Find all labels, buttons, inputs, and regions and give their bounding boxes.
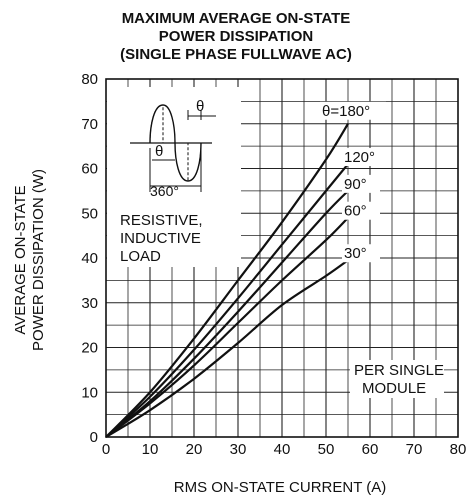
conduction-hatch-positive <box>149 104 164 144</box>
y-tick-label-20: 20 <box>81 340 98 357</box>
y-axis-label-line-1: AVERAGE ON-STATE <box>12 185 29 334</box>
x-tick-label-80: 80 <box>450 441 467 458</box>
x-tick-label-50: 50 <box>318 441 335 458</box>
series-line-4 <box>105 259 349 438</box>
load-line-1: RESISTIVE, <box>120 212 203 229</box>
annotation-line-2: MODULE <box>362 380 426 397</box>
inset-theta-top: θ <box>196 98 204 115</box>
plot-frame <box>105 78 459 438</box>
series-line-2 <box>105 190 349 438</box>
series-line-1 <box>105 163 349 438</box>
tick-labels: 0 10 20 30 40 50 60 70 80 0 10 20 30 40 50 60 70 80 <box>81 71 466 458</box>
series-label-3: 60° <box>344 203 367 220</box>
series-curves: θ=180° 120° 90° 60° 30° <box>105 101 386 438</box>
series-label-plate-4 <box>342 244 380 263</box>
load-line-3: LOAD <box>120 248 161 265</box>
inset-period-label: 360° <box>150 183 179 199</box>
chart-title: MAXIMUM AVERAGE ON-STATE POWER DISSIPATI… <box>96 10 376 64</box>
x-tick-label-30: 30 <box>230 441 247 458</box>
y-tick-label-60: 60 <box>81 161 98 178</box>
series-label-4: 30° <box>344 245 367 262</box>
inset-theta-bottom: θ <box>155 143 163 160</box>
x-tick-label-20: 20 <box>186 441 203 458</box>
y-tick-label-80: 80 <box>81 71 98 88</box>
inset-mask <box>107 87 241 267</box>
y-tick-label-50: 50 <box>81 205 98 222</box>
x-tick-label-0: 0 <box>102 441 110 458</box>
x-tick-label-70: 70 <box>406 441 423 458</box>
series-label-plate-2 <box>342 174 380 193</box>
series-label-1: 120° <box>344 149 375 166</box>
y-tick-label-30: 30 <box>81 295 98 312</box>
series-label-plate-0 <box>320 101 386 120</box>
x-tick-label-60: 60 <box>362 441 379 458</box>
title-line-3: (SINGLE PHASE FULLWAVE AC) <box>120 46 352 63</box>
series-line-3 <box>105 216 349 438</box>
title-line-1: MAXIMUM AVERAGE ON-STATE <box>121 10 351 27</box>
annotation-mask <box>350 360 444 398</box>
y-tick-label-70: 70 <box>81 116 98 133</box>
series-label-plate-1 <box>342 148 380 167</box>
load-line-2: INDUCTIVE <box>120 230 201 247</box>
series-label-plate-3 <box>342 201 380 220</box>
series-line-0 <box>105 123 349 438</box>
title-line-2: POWER DISSIPATION <box>158 28 314 45</box>
inset-background <box>107 87 241 267</box>
annotation-background <box>350 360 444 398</box>
series-label-0: θ=180° <box>322 103 370 120</box>
annotation-line-1: PER SINGLE <box>354 362 444 379</box>
y-tick-label-0: 0 <box>90 429 98 446</box>
y-axis-label-line-2: POWER DISSIPATION (W) <box>30 169 47 351</box>
waveform-inset: θ θ 360° RESISTIVE, INDUCTIVE LOAD <box>120 98 216 265</box>
x-axis-label: RMS ON-STATE CURRENT (A) <box>174 479 387 496</box>
series-label-2: 90° <box>344 176 367 193</box>
x-tick-label-40: 40 <box>274 441 291 458</box>
y-tick-label-40: 40 <box>81 250 98 267</box>
y-tick-label-10: 10 <box>81 384 98 401</box>
x-tick-label-10: 10 <box>142 441 159 458</box>
